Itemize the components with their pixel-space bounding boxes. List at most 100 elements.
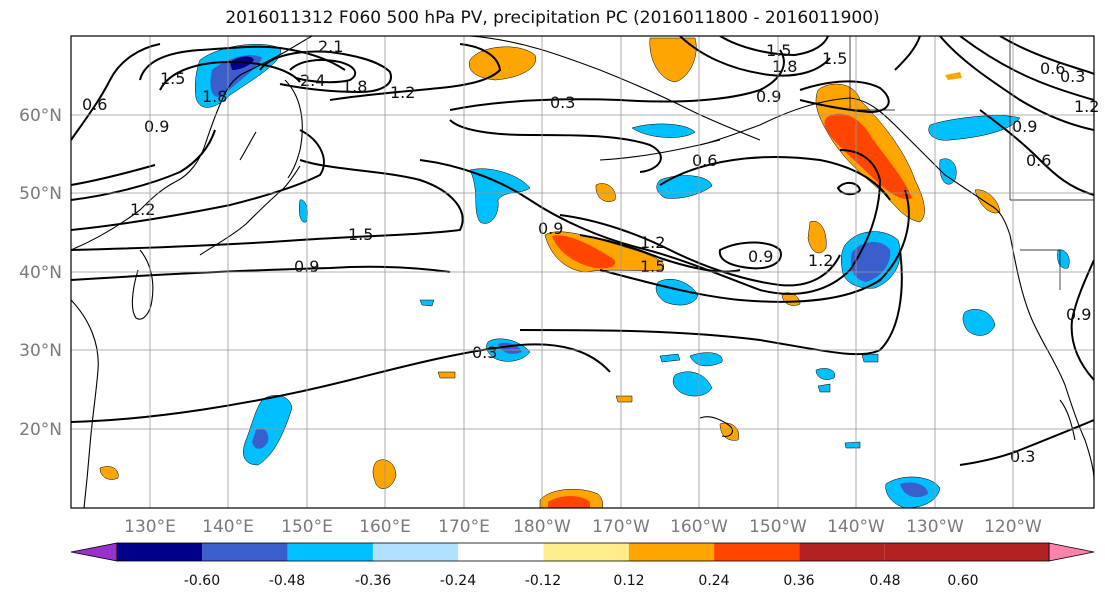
- contour-label: 1.8: [202, 87, 227, 106]
- contour-label: 0.3: [550, 93, 575, 112]
- pv-contour: [599, 189, 910, 303]
- colorbar-label: -0.24: [440, 573, 476, 589]
- shade-blob: [689, 352, 723, 367]
- contour-label: 0.9: [1066, 305, 1091, 324]
- lat-label: 40°N: [19, 263, 62, 283]
- colorbar-label: -0.36: [355, 573, 391, 589]
- coastline-kamchatka: [284, 79, 303, 179]
- shade-blob: [419, 299, 435, 307]
- pv-contour: [559, 214, 841, 287]
- pv-contour: [449, 49, 785, 111]
- contour-label: 1.2: [390, 83, 415, 102]
- shade-blob: [807, 220, 827, 254]
- pv-contour: [71, 159, 464, 251]
- lat-label: 50°N: [19, 184, 62, 204]
- shade-blob: [299, 199, 308, 223]
- colorbar-swatch: [884, 543, 1049, 561]
- shade-blob: [252, 428, 269, 449]
- shade-blob: [900, 482, 928, 498]
- contour-label: 0.6: [1040, 59, 1065, 78]
- shade-blob: [672, 371, 713, 397]
- shade-blob: [815, 368, 836, 380]
- colorbar-label: 0.12: [613, 573, 644, 589]
- coastline-japan: [199, 131, 301, 256]
- colorbar-swatch: [628, 543, 715, 561]
- shade-blob: [468, 46, 536, 81]
- lon-label: 180°W: [513, 517, 571, 537]
- pv-contour: [999, 36, 1094, 75]
- shade-blob: [372, 459, 397, 489]
- coastline-baja: [1059, 399, 1076, 441]
- contour-label: 0.9: [1012, 117, 1037, 136]
- pv-contour: [71, 164, 156, 186]
- map-frame: [70, 35, 1095, 509]
- pv-contours: [71, 36, 1094, 466]
- colorbar-label: -0.60: [184, 573, 220, 589]
- pv-contour: [419, 149, 882, 295]
- contour-label: 1.5: [160, 69, 185, 88]
- shade-blob: [469, 168, 531, 224]
- colorbar-swatch: [543, 543, 629, 561]
- pv-contour: [718, 241, 782, 270]
- lon-label: 130°W: [906, 517, 964, 537]
- shade-blob: [631, 123, 696, 138]
- pv-contour: [836, 182, 862, 196]
- graticule: [71, 36, 1094, 508]
- shade-blob: [552, 235, 616, 269]
- pv-contour: [799, 80, 890, 114]
- colorbar-swatch: [714, 543, 800, 561]
- pv-contour: [71, 265, 451, 281]
- colorbar-label: 0.48: [869, 573, 900, 589]
- pv-contour: [959, 36, 1094, 101]
- lat-label: 60°N: [19, 106, 62, 126]
- colorbar-label: -0.12: [525, 573, 561, 589]
- colorbar-label: 0.36: [783, 573, 814, 589]
- colorbar-extend-high: [1048, 542, 1095, 562]
- lon-label: 170°E: [438, 517, 490, 537]
- lat-label: 30°N: [19, 341, 62, 361]
- pv-contour: [519, 249, 903, 356]
- pv-contour: [289, 59, 357, 84]
- shade-blob: [817, 383, 831, 393]
- latitude-labels: 60°N 50°N 40°N 30°N 20°N: [19, 106, 62, 440]
- pv-contour: [71, 129, 325, 231]
- pv-contour: [259, 50, 392, 94]
- pv-contour: [449, 119, 662, 173]
- pv-contour: [719, 36, 829, 57]
- contour-label: 1.2: [808, 251, 833, 270]
- colorbar-swatch: [799, 543, 885, 561]
- shade-blob: [548, 496, 590, 508]
- border-line: [1020, 249, 1061, 290]
- shade-blob: [945, 72, 962, 80]
- contour-label: 0.9: [756, 87, 781, 106]
- contour-label: 1.5: [766, 41, 791, 60]
- contour-label: 0.9: [748, 247, 773, 266]
- shade-blob: [210, 55, 262, 97]
- shade-blob: [243, 395, 293, 466]
- pv-contour: [659, 156, 891, 201]
- longitude-labels: 130°E 140°E 150°E 160°E 170°E 180°W 170°…: [124, 517, 1042, 537]
- shade-blob: [939, 158, 957, 185]
- lon-label: 160°E: [359, 517, 411, 537]
- contour-label: 0.3: [472, 343, 497, 362]
- shade-blob: [962, 309, 996, 336]
- colorbar-swatch: [372, 543, 459, 561]
- contour-label: 0.6: [692, 151, 717, 170]
- colorbar-swatch: [202, 543, 288, 561]
- shade-blob: [1057, 249, 1070, 269]
- contour-label: 0.9: [538, 219, 563, 238]
- shade-blob: [99, 466, 119, 480]
- contour-label: 1.5: [348, 225, 373, 244]
- pv-contour: [71, 129, 216, 201]
- coastline-asia: [71, 36, 313, 251]
- contour-label: 1.2: [640, 233, 665, 252]
- shade-blob: [659, 353, 681, 363]
- pv-contour: [139, 45, 346, 81]
- coastline-north-america: [1009, 234, 1094, 481]
- pv-contour: [71, 343, 611, 423]
- pv-contour: [159, 60, 301, 91]
- lon-label: 120°W: [984, 517, 1042, 537]
- shade-blob: [824, 113, 912, 200]
- contour-label: 1.8: [342, 77, 367, 96]
- pv-contour: [679, 36, 831, 77]
